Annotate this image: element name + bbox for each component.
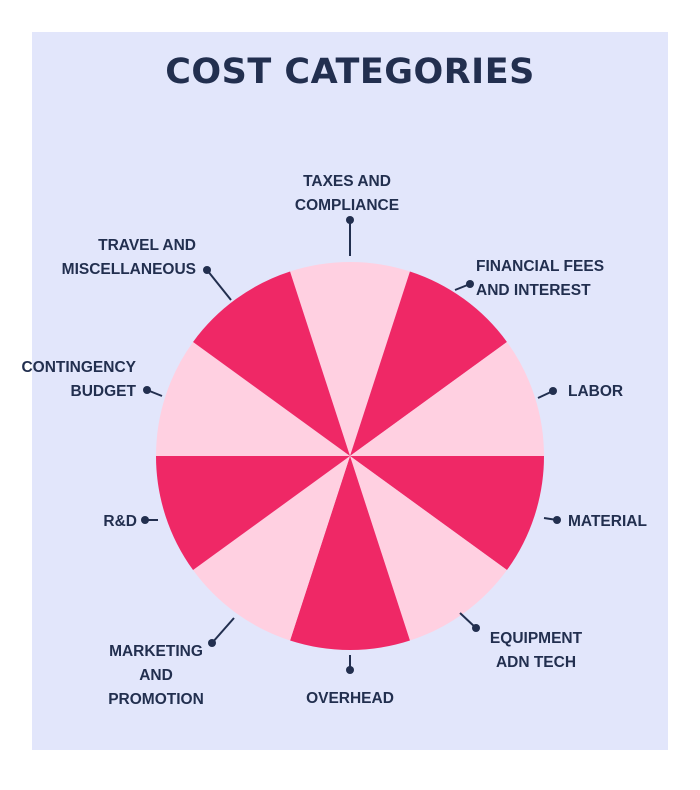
label-line: TAXES AND (303, 173, 391, 190)
leader-line-marketing-and-promotion (211, 617, 235, 644)
page-title: COST CATEGORIES (165, 52, 535, 92)
label-line: FINANCIAL FEES (476, 258, 604, 275)
label-line: MARKETING (109, 643, 203, 660)
leader-dot-equipment-adn-tech (472, 624, 480, 632)
label-line: R&D (103, 513, 137, 530)
label-line: EQUIPMENT (490, 630, 583, 647)
leader-line-travel-and-miscellaneous (206, 269, 232, 301)
label-line: MISCELLANEOUS (62, 261, 196, 278)
label-line: COMPLIANCE (295, 197, 399, 214)
label-line: AND INTEREST (476, 282, 591, 299)
label-line: AND (139, 667, 173, 684)
segment-equipment-adn-tech (350, 456, 507, 641)
label-line: OVERHEAD (306, 690, 394, 707)
segment-marketing-and-promotion (193, 456, 350, 641)
segment-overhead (290, 456, 410, 650)
label-material: MATERIAL (568, 513, 647, 530)
label-financial-fees-and-interest: FINANCIAL FEES AND INTEREST (476, 258, 604, 299)
segment-labor (350, 341, 544, 456)
label-overhead: OVERHEAD (306, 690, 394, 707)
label-taxes-and-compliance: TAXES AND COMPLIANCE (295, 173, 399, 214)
segment-r-and-d (156, 456, 350, 571)
segment-taxes-and-compliance (290, 262, 410, 456)
label-travel-and-miscellaneous: TRAVEL AND MISCELLANEOUS (62, 237, 196, 278)
label-line: MATERIAL (568, 513, 647, 530)
segment-financial-fees-and-interest (350, 271, 507, 456)
leader-dot-taxes-and-compliance (346, 216, 354, 224)
leader-dot-labor (549, 387, 557, 395)
label-line: TRAVEL AND (98, 237, 196, 254)
label-equipment-adn-tech: EQUIPMENT ADN TECH (490, 630, 583, 671)
label-line: ADN TECH (496, 654, 576, 671)
label-marketing-and-promotion: MARKETING AND PROMOTION (108, 643, 204, 708)
leader-dot-material (553, 516, 561, 524)
leader-dot-marketing-and-promotion (208, 639, 216, 647)
label-line: CONTINGENCY (21, 359, 136, 376)
label-labor: LABOR (568, 383, 623, 400)
leader-dot-r-and-d (141, 516, 149, 524)
segment-material (350, 456, 544, 571)
leader-dot-financial-fees-and-interest (466, 280, 474, 288)
label-line: PROMOTION (108, 691, 204, 708)
leader-dot-travel-and-miscellaneous (203, 266, 211, 274)
label-line: BUDGET (71, 383, 137, 400)
leader-dot-contingency-budget (143, 386, 151, 394)
segment-travel-and-miscellaneous (193, 271, 350, 456)
label-contingency-budget: CONTINGENCY BUDGET (21, 359, 136, 400)
leader-dot-overhead (346, 666, 354, 674)
label-line: LABOR (568, 383, 623, 400)
label-r-and-d: R&D (103, 513, 137, 530)
segment-contingency-budget (156, 341, 350, 456)
